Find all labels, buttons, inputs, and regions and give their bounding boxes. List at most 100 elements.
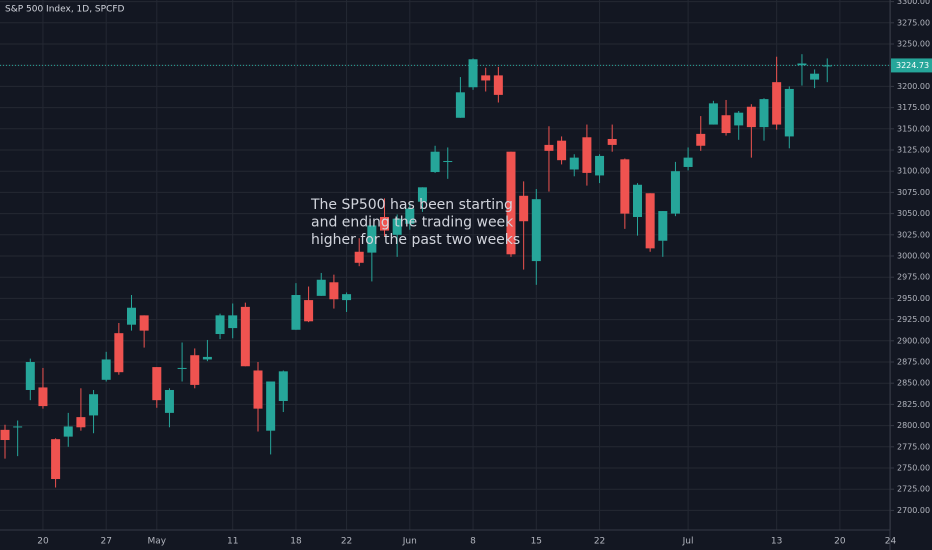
candle-body <box>367 225 377 253</box>
candle-body <box>190 355 200 385</box>
x-tick-label: 15 <box>531 537 542 547</box>
candle-body <box>696 133 706 146</box>
candle-body <box>253 370 263 409</box>
candle-body <box>595 155 605 176</box>
candle-body <box>557 140 567 161</box>
y-tick-label: 3300.00 <box>897 0 930 6</box>
candle-body <box>506 151 516 255</box>
candle-body <box>443 161 453 163</box>
candle-body <box>177 367 187 369</box>
y-tick-label: 2850.00 <box>897 379 930 388</box>
y-tick-label: 2775.00 <box>897 442 930 451</box>
candle-body <box>708 103 718 125</box>
candle-body <box>291 295 301 330</box>
candle-body <box>810 73 820 80</box>
y-tick-label: 2800.00 <box>897 421 930 430</box>
candle-body <box>139 315 149 331</box>
x-tick-label: 24 <box>885 537 897 547</box>
y-tick-label: 3025.00 <box>897 230 930 239</box>
candle-body <box>582 137 592 173</box>
x-tick-label: 20 <box>37 537 49 547</box>
candle-body <box>392 218 402 235</box>
candle-body <box>51 439 61 480</box>
candle-body <box>0 429 10 441</box>
candle-body <box>76 417 86 428</box>
candle-body <box>734 112 744 126</box>
y-tick-label: 3100.00 <box>897 167 930 176</box>
candle-body <box>316 279 326 296</box>
annotation: The SP500 has been starting and ending th… <box>310 197 520 248</box>
candle-body <box>721 115 731 134</box>
y-tick-label: 3125.00 <box>897 146 930 155</box>
y-tick-label: 2875.00 <box>897 358 930 367</box>
candle-body <box>38 387 48 407</box>
annotation-line: The SP500 has been starting <box>310 197 513 213</box>
y-tick-label: 3250.00 <box>897 40 930 49</box>
candle-body <box>215 315 225 335</box>
y-tick-label: 3050.00 <box>897 209 930 218</box>
candle-body <box>784 88 794 137</box>
candle-body <box>152 367 162 401</box>
candles <box>0 54 832 488</box>
x-tick-label: 27 <box>100 537 111 547</box>
candle-body <box>228 315 238 329</box>
candle-body <box>607 138 617 145</box>
y-tick-label: 2950.00 <box>897 294 930 303</box>
candle-body <box>519 195 529 222</box>
y-tick-label: 2700.00 <box>897 506 930 515</box>
candle-body <box>304 300 314 322</box>
candle-body <box>13 426 23 428</box>
candle-body <box>342 294 352 301</box>
candle-body <box>354 251 364 263</box>
candle-body <box>759 99 769 128</box>
last-price-label: 3224.73 <box>896 61 929 70</box>
candle-body <box>481 75 491 81</box>
candle-body <box>405 208 415 224</box>
x-tick-label: 13 <box>771 537 782 547</box>
candle-body <box>493 75 503 95</box>
candle-body <box>531 199 541 262</box>
candle-body <box>127 307 136 325</box>
x-tick-label: 22 <box>594 537 605 547</box>
x-tick-label: 11 <box>227 537 238 547</box>
candle-body <box>380 216 389 231</box>
y-tick-label: 2825.00 <box>897 400 930 409</box>
y-tick-label: 2925.00 <box>897 315 930 324</box>
y-tick-label: 2900.00 <box>897 336 930 345</box>
last-price-badge <box>891 58 932 73</box>
y-tick-label: 3175.00 <box>897 103 930 112</box>
candle-body <box>240 306 250 367</box>
candle-body <box>266 381 276 431</box>
candle-body <box>101 359 111 380</box>
x-tick-label: Jun <box>402 537 417 547</box>
annotation-line: and ending the trading week <box>311 215 514 231</box>
candle-body <box>164 389 174 413</box>
candle-body <box>620 159 630 214</box>
candle-body <box>25 362 35 390</box>
y-tick-label: 2975.00 <box>897 273 930 282</box>
y-tick-label: 3200.00 <box>897 82 930 91</box>
y-tick-label: 3275.00 <box>897 18 930 27</box>
candle-body <box>772 82 782 125</box>
x-tick-label: May <box>147 537 166 547</box>
candle-body <box>455 92 465 118</box>
y-tick-label: 3075.00 <box>897 188 930 197</box>
y-tick-label: 2750.00 <box>897 464 930 473</box>
x-tick-label: 18 <box>290 537 302 547</box>
candle-body <box>633 184 642 217</box>
candle-body <box>430 151 440 173</box>
candle-body <box>658 211 668 241</box>
x-tick-label: 8 <box>470 537 476 547</box>
y-tick-label: 3000.00 <box>897 252 930 261</box>
candle-body <box>468 59 478 88</box>
candle-body <box>670 171 680 214</box>
chart-title: S&P 500 Index, 1D, SPCFD <box>5 5 125 15</box>
candle-body <box>746 106 756 128</box>
x-tick-label: Jul <box>682 537 694 547</box>
candle-body <box>63 426 73 437</box>
candle-body <box>114 333 124 373</box>
x-tick-label: 22 <box>341 537 352 547</box>
candle-body <box>417 187 427 202</box>
y-tick-label: 3150.00 <box>897 124 930 133</box>
